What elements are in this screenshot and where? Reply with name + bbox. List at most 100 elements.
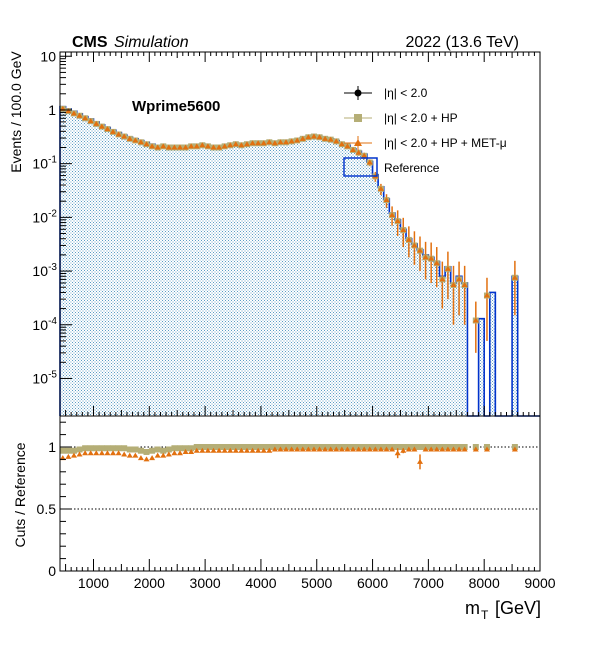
ratio-y-axis-label: Cuts / Reference xyxy=(12,442,28,547)
x-tick-label: 3000 xyxy=(190,575,221,591)
x-tick-label: 4000 xyxy=(245,575,276,591)
reference-bin xyxy=(355,151,362,416)
reference-bin xyxy=(260,142,267,416)
met-ratio-marker xyxy=(450,446,457,452)
met-ratio-marker xyxy=(132,452,139,458)
met-ratio-marker xyxy=(433,446,440,452)
reference-bin xyxy=(311,135,317,416)
reference-bin xyxy=(93,121,100,416)
reference-bin xyxy=(205,145,211,416)
reference-bin xyxy=(383,198,390,416)
met-ratio-marker xyxy=(333,446,340,452)
x-tick-label: 8000 xyxy=(469,575,500,591)
met-marker xyxy=(433,260,440,266)
reference-bin xyxy=(327,138,334,416)
y-tick-label: 10 xyxy=(32,209,48,225)
cms-label: CMS xyxy=(72,34,108,51)
met-marker xyxy=(310,133,317,139)
y-tick-exponent: -3 xyxy=(48,262,57,273)
met-ratio-marker xyxy=(305,446,312,452)
met-marker xyxy=(249,140,256,146)
met-ratio-marker xyxy=(338,446,345,452)
met-marker xyxy=(210,144,217,150)
reference-bin xyxy=(512,276,518,416)
met-marker xyxy=(65,108,72,114)
hp-ratio-marker xyxy=(87,445,94,452)
met-marker xyxy=(361,152,368,158)
ratio-reference-lines xyxy=(60,446,540,510)
reference-bin xyxy=(65,108,72,417)
legend-entry-reference: Reference xyxy=(343,157,440,177)
met-ratio-marker xyxy=(121,451,128,457)
met-marker xyxy=(171,144,178,150)
met-ratio-marker xyxy=(137,455,144,461)
x-axis: 1000 2000 3000 4000 5000 6000 7000 8000 9000 xyxy=(65,559,556,591)
met-marker xyxy=(366,159,373,165)
reference-bin xyxy=(121,135,127,417)
reference-bin xyxy=(489,292,496,416)
y-tick-exponent: -2 xyxy=(48,208,57,219)
reference-bin xyxy=(87,118,94,417)
x-axis-title: m T [GeV] xyxy=(465,598,541,622)
main-x-ticks xyxy=(65,52,541,416)
reference-bin xyxy=(277,141,284,417)
reference-bin xyxy=(372,174,379,416)
hp-ratio-marker xyxy=(59,447,66,454)
hp-ratio-marker xyxy=(249,444,256,450)
hp-ratio-marker xyxy=(193,444,200,450)
reference-bin xyxy=(188,145,194,416)
hp-ratio-marker xyxy=(126,446,133,453)
reference-bin xyxy=(450,282,457,416)
met-ratio-marker xyxy=(199,447,206,453)
met-marker xyxy=(294,137,301,143)
reference-bin xyxy=(272,142,278,416)
reference-bin xyxy=(300,138,306,416)
reference-bin xyxy=(104,127,111,416)
ratio-y-tick-label: 1 xyxy=(48,439,56,455)
hp-ratio-marker xyxy=(255,444,262,450)
hp-ratio-marker xyxy=(137,447,144,454)
reference-bin xyxy=(249,142,256,416)
reference-bin xyxy=(210,146,217,416)
hp-ratio-marker xyxy=(177,445,183,452)
met-marker xyxy=(204,143,211,149)
hp-ratio-marker xyxy=(238,444,245,450)
reference-bin xyxy=(283,141,289,417)
met-marker xyxy=(350,146,357,152)
ratio-markers xyxy=(59,444,518,470)
hp-ratio-marker xyxy=(210,444,217,450)
reference-bin xyxy=(99,124,105,416)
met-marker xyxy=(283,139,290,145)
hp-ratio-marker xyxy=(232,444,239,450)
hp-ratio-marker xyxy=(115,445,122,452)
y-tick-label: 10 xyxy=(32,370,48,386)
met-marker xyxy=(299,135,306,141)
hp-ratio-marker xyxy=(154,446,161,453)
reference-bin xyxy=(339,143,345,416)
met-marker xyxy=(394,218,401,224)
met-marker xyxy=(126,135,133,141)
x-axis-label-unit: [GeV] xyxy=(495,598,541,618)
met-marker xyxy=(115,131,122,137)
reference-bin xyxy=(394,219,401,416)
reference-histogram xyxy=(59,105,540,417)
reference-bin xyxy=(294,139,300,417)
y-tick-label: 10 xyxy=(40,48,56,64)
reference-bin xyxy=(221,145,228,416)
met-ratio-marker xyxy=(115,450,122,456)
met-ratio-marker xyxy=(344,446,351,452)
met-marker xyxy=(193,143,200,149)
reference-bin xyxy=(233,143,239,416)
ratio-panel: 00.51 1000 2000 3000 4000 5000 6000 7000 8000 90… xyxy=(37,415,556,591)
x-tick-label: 7000 xyxy=(413,575,444,591)
reference-bin xyxy=(138,140,144,416)
hp-ratio-marker xyxy=(199,444,206,450)
met-marker xyxy=(461,282,468,288)
hp-ratio-marker xyxy=(98,445,105,452)
met-ratio-marker xyxy=(104,450,111,456)
met-marker xyxy=(422,254,429,260)
reference-bin xyxy=(266,141,273,417)
